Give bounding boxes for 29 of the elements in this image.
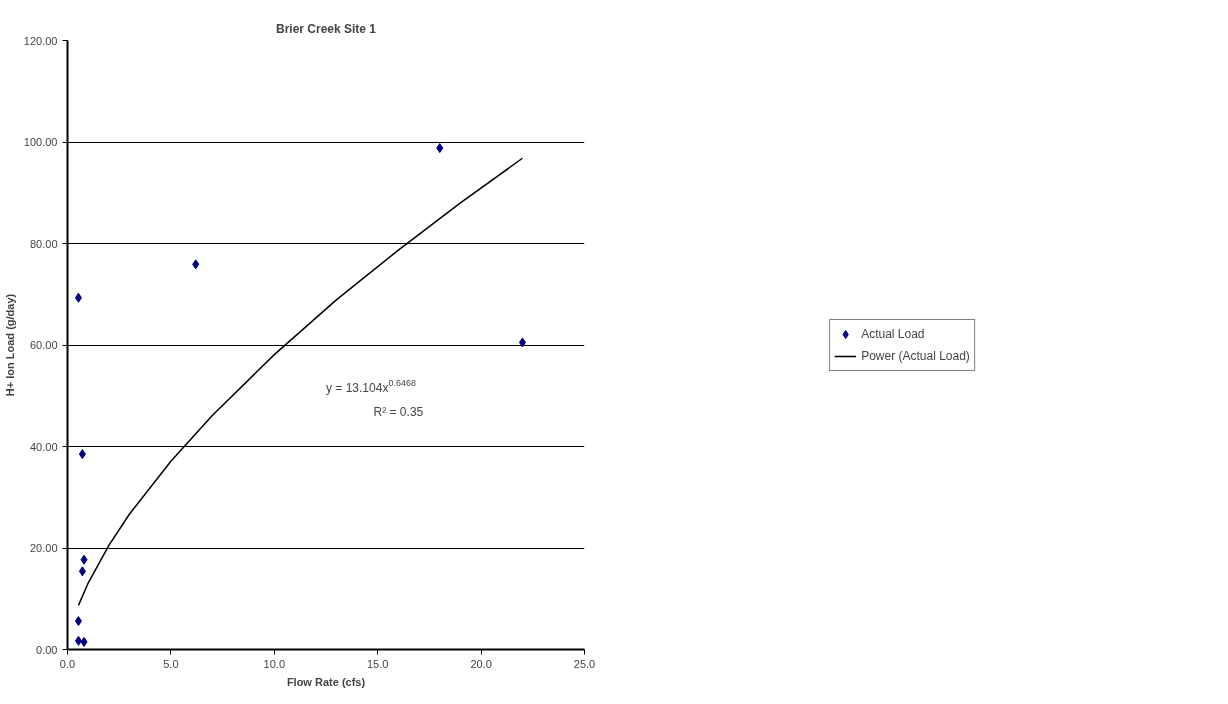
x-tick-label: 25.0 (573, 657, 596, 670)
point (80, 554, 88, 565)
point (74, 292, 82, 303)
point (80, 636, 88, 647)
y-tick-label: 120.00 (23, 34, 58, 47)
y-tick-label: 0.00 (36, 643, 58, 656)
x-axis-title: Flow Rate (cfs) (286, 675, 366, 688)
point (436, 143, 444, 154)
x-tick-label: 10.0 (263, 657, 286, 670)
point (518, 337, 526, 348)
point (74, 635, 82, 646)
x-tick-label: 0.0 (59, 657, 76, 670)
y-tick-label: 80.00 (29, 237, 58, 250)
x-tick-label: 5.0 (163, 657, 179, 670)
point (192, 259, 200, 270)
y-tick-label: 40.00 (29, 440, 58, 453)
point (78, 449, 86, 460)
point (74, 616, 82, 627)
y-tick-label: 60.00 (29, 339, 58, 351)
legend-label: Actual Load (861, 326, 925, 341)
y-tick-label: 100.00 (23, 136, 58, 148)
legend-label: Power (Actual Load) (861, 348, 970, 363)
x-tick-label: 15.0 (367, 657, 389, 670)
x-tick-label: 20.0 (470, 657, 492, 670)
chart-title: Brier Creek Site 1 (275, 21, 377, 36)
annotation: R² = 0.35 (373, 404, 424, 419)
y-tick-label: 20.00 (29, 542, 58, 554)
point (78, 566, 86, 577)
y-axis-title: H+ Ion Load (g/day) (3, 293, 16, 397)
